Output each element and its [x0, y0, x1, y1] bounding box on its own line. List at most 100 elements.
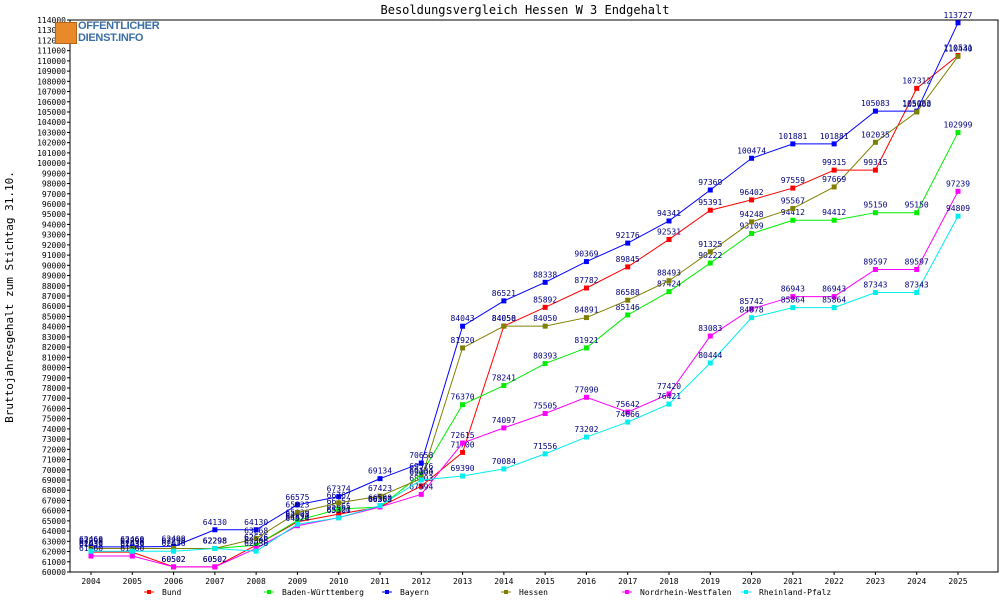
y-tick-label: 102000 — [37, 139, 66, 148]
data-label: 72615 — [451, 431, 475, 440]
y-tick-label: 68000 — [42, 486, 66, 495]
data-point — [583, 434, 589, 440]
data-point — [955, 53, 961, 59]
y-tick-label: 79000 — [42, 374, 66, 383]
data-label: 86943 — [781, 285, 805, 294]
data-label: 97669 — [822, 175, 846, 184]
y-tick-label: 99000 — [42, 169, 66, 178]
y-tick-label: 104000 — [37, 118, 66, 127]
x-tick-label: 2011 — [370, 577, 389, 586]
data-label: 74666 — [616, 410, 640, 419]
data-point — [377, 503, 383, 509]
data-label: 86521 — [492, 289, 516, 298]
y-tick-label: 101000 — [37, 149, 66, 158]
data-label: 60502 — [162, 555, 186, 564]
data-point — [253, 548, 259, 554]
data-label: 92531 — [657, 227, 681, 236]
data-label: 76421 — [657, 392, 681, 401]
y-tick-label: 69000 — [42, 476, 66, 485]
data-label: 63268 — [244, 527, 268, 536]
data-point — [707, 360, 713, 366]
data-point — [583, 394, 589, 400]
y-tick-label: 72000 — [42, 445, 66, 454]
data-label: 80393 — [533, 352, 557, 361]
y-tick-label: 78000 — [42, 384, 66, 393]
y-tick-label: 64000 — [42, 527, 66, 536]
y-tick-label: 62000 — [42, 548, 66, 557]
data-point — [294, 518, 300, 524]
data-point — [790, 217, 796, 223]
data-label: 62298 — [203, 537, 227, 546]
y-tick-label: 86000 — [42, 302, 66, 311]
data-label: 84891 — [574, 306, 598, 315]
data-label: 62460 — [120, 535, 144, 544]
data-point — [914, 109, 920, 115]
data-point — [294, 509, 300, 515]
data-point — [171, 564, 177, 570]
data-point — [501, 383, 507, 389]
data-point — [872, 210, 878, 216]
y-tick-label: 66000 — [42, 507, 66, 516]
data-point — [831, 184, 837, 190]
data-label: 62298 — [203, 537, 227, 546]
y-tick-label: 85000 — [42, 312, 66, 321]
data-point — [418, 491, 424, 497]
data-label: 113727 — [944, 11, 973, 20]
series-layer: 6193961939605026050262626649056566566363… — [79, 11, 973, 570]
legend-swatch-marker — [504, 590, 508, 594]
data-point — [336, 511, 342, 517]
data-label: 62298 — [120, 537, 144, 546]
data-point — [831, 294, 837, 300]
data-point — [749, 306, 755, 312]
data-label: 110440 — [944, 44, 973, 53]
logo-icon — [55, 22, 77, 44]
data-label: 105083 — [861, 99, 890, 108]
data-label: 62298 — [120, 537, 144, 546]
data-point — [625, 264, 631, 270]
data-point — [872, 139, 878, 145]
y-tick-label: 91000 — [42, 251, 66, 260]
data-point — [583, 259, 589, 265]
data-label: 62498 — [162, 534, 186, 543]
data-point — [336, 515, 342, 521]
data-label: 95150 — [863, 201, 887, 210]
y-tick-label: 74000 — [42, 425, 66, 434]
data-label: 105083 — [902, 99, 931, 108]
data-point — [294, 502, 300, 508]
x-tick-label: 2008 — [247, 577, 266, 586]
data-point — [253, 542, 259, 548]
data-label: 89597 — [905, 257, 929, 266]
data-label: 62036 — [162, 539, 186, 548]
legend-label: Bund — [162, 588, 181, 597]
data-point — [625, 419, 631, 425]
data-label: 70084 — [492, 457, 516, 466]
x-tick-label: 2020 — [742, 577, 761, 586]
y-tick-label: 95000 — [42, 210, 66, 219]
y-tick-label: 89000 — [42, 272, 66, 281]
data-label: 84878 — [740, 306, 764, 315]
data-label: 60502 — [162, 555, 186, 564]
y-tick-label: 61000 — [42, 558, 66, 567]
data-point — [129, 553, 135, 559]
data-point — [253, 545, 259, 551]
legend-swatch-marker — [625, 590, 629, 594]
y-tick-label: 107000 — [37, 88, 66, 97]
data-point — [253, 527, 259, 533]
data-point — [88, 553, 94, 559]
data-point — [129, 546, 135, 552]
data-point — [666, 236, 672, 242]
x-tick-label: 2016 — [577, 577, 596, 586]
data-point — [955, 20, 961, 26]
data-point — [418, 471, 424, 477]
y-tick-label: 106000 — [37, 98, 66, 107]
data-point — [501, 323, 507, 329]
data-label: 64130 — [203, 518, 227, 527]
data-label: 107312 — [902, 76, 931, 85]
data-point — [831, 305, 837, 311]
data-label: 69134 — [409, 467, 433, 476]
data-label: 89845 — [616, 255, 640, 264]
data-label: 84050 — [492, 314, 516, 323]
data-point — [666, 391, 672, 397]
data-label: 62298 — [162, 537, 186, 546]
data-label: 94412 — [822, 208, 846, 217]
